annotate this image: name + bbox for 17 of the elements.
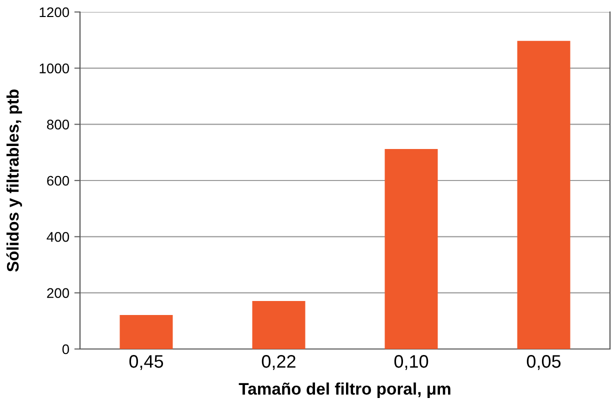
y-tick-label: 800 [47, 120, 70, 130]
y-tick-label: 1200 [40, 7, 70, 18]
y-tick-label: 400 [46, 232, 70, 242]
x-axis-title: Tamaño del filtro poral, μm [238, 382, 450, 398]
x-tick-label: 0,22 [262, 355, 296, 370]
y-axis-title: Sólidos y filtrables, ptb [6, 89, 22, 272]
bar [517, 40, 570, 349]
y-tick-label: 0 [62, 344, 70, 354]
bar [252, 300, 306, 349]
x-tick-label: 0,10 [394, 355, 428, 370]
y-tick-label: 200 [47, 288, 70, 298]
x-tick-label: 0,45 [129, 355, 164, 370]
bar [384, 149, 438, 349]
bar [120, 315, 173, 349]
x-tick-label: 0,05 [526, 355, 561, 370]
y-tick-label: 1000 [40, 64, 70, 74]
y-tick-label: 600 [47, 176, 70, 186]
